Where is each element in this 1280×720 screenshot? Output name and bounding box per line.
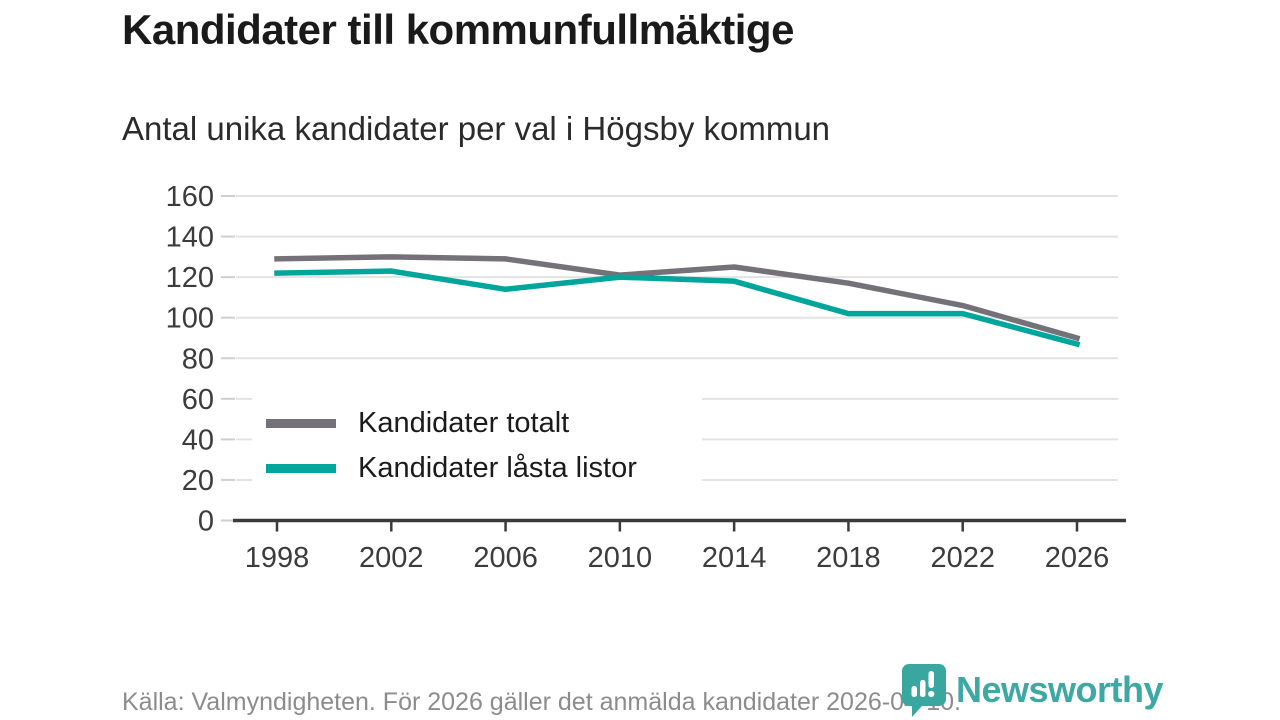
- svg-text:2014: 2014: [702, 542, 767, 574]
- svg-text:80: 80: [182, 343, 214, 375]
- svg-text:2002: 2002: [359, 542, 424, 574]
- svg-text:2010: 2010: [588, 542, 653, 574]
- svg-text:2026: 2026: [1045, 542, 1110, 574]
- source-note: Källa: Valmyndigheten. För 2026 gäller d…: [122, 688, 961, 716]
- svg-text:2022: 2022: [930, 542, 995, 574]
- legend-swatch-lasta-listor: [266, 464, 336, 473]
- svg-text:1998: 1998: [245, 542, 310, 574]
- legend-label-lasta-listor: Kandidater låsta listor: [358, 452, 637, 484]
- svg-text:2018: 2018: [816, 542, 881, 574]
- legend-swatch-totalt: [266, 419, 336, 428]
- chart-subtitle: Antal unika kandidater per val i Högsby …: [122, 110, 831, 147]
- svg-text:2006: 2006: [473, 542, 538, 574]
- svg-text:20: 20: [182, 465, 214, 497]
- svg-text:0: 0: [198, 506, 214, 538]
- svg-text:120: 120: [166, 262, 214, 294]
- newsworthy-logo: Newsworthy: [901, 663, 1164, 717]
- chart-legend: Kandidater totalt Kandidater låsta listo…: [252, 397, 702, 497]
- svg-text:40: 40: [182, 424, 214, 456]
- chart-title: Kandidater till kommunfullmäktige: [122, 6, 794, 53]
- newsworthy-logo-icon: [902, 664, 946, 717]
- svg-text:60: 60: [182, 384, 214, 416]
- svg-text:140: 140: [166, 222, 214, 254]
- newsworthy-wordmark: Newsworthy: [956, 669, 1164, 710]
- svg-text:160: 160: [166, 181, 214, 213]
- legend-item-totalt: Kandidater totalt: [266, 401, 702, 446]
- legend-label-totalt: Kandidater totalt: [358, 407, 570, 439]
- svg-text:100: 100: [166, 303, 214, 335]
- legend-item-lasta-listor: Kandidater låsta listor: [266, 446, 702, 491]
